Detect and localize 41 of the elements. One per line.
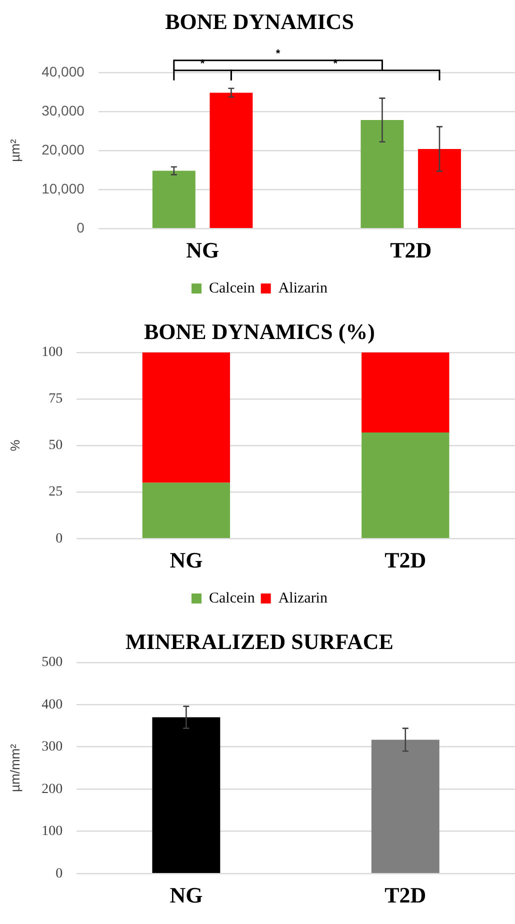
bar [142,352,230,483]
x-tick-label: NG [186,237,220,262]
y-tick-label: 0 [76,219,85,236]
y-axis-title: µm² [7,138,22,162]
y-tick-label: 20,000 [42,141,85,158]
y-tick-label: 100 [42,345,63,360]
bar [152,170,196,228]
y-tick-label: 75 [48,392,63,407]
bar [210,92,253,228]
y-tick-label: 50 [48,438,63,454]
bar [362,352,450,432]
x-tick-label: NG [170,882,203,908]
legend-label: Alizarin [278,590,328,606]
y-tick-label: 0 [56,866,63,882]
legend-label: Calcein [209,590,256,606]
legend-label: Calcein [209,280,256,296]
bar [142,482,230,538]
x-tick-label: T2D [384,882,426,908]
y-tick-label: 0 [56,531,63,546]
y-tick-label: 400 [42,697,63,712]
y-tick-label: 25 [48,484,63,500]
chart-title: BONE DYNAMICS [165,8,354,34]
chart-title: BONE DYNAMICS (%) [144,318,375,344]
y-axis-title: % [7,439,22,452]
y-tick-label: 30,000 [42,102,85,118]
y-tick-label: 300 [42,740,63,755]
x-tick-label: T2D [390,237,432,262]
bar [360,120,404,228]
y-tick-label: 200 [42,782,63,797]
bar [362,432,450,538]
x-tick-label: NG [170,547,203,572]
chart-title: MINERALIZED SURFACE [126,628,394,654]
y-axis-title: µm/mm² [7,743,22,792]
text: * [276,48,281,60]
bar [418,148,461,228]
y-tick-label: 100 [42,824,63,840]
y-tick-label: 10,000 [42,180,85,196]
x-tick-label: T2D [384,547,426,572]
legend-label: Alizarin [278,280,328,296]
y-tick-label: 40,000 [42,63,85,80]
y-tick-label: 500 [42,655,63,670]
